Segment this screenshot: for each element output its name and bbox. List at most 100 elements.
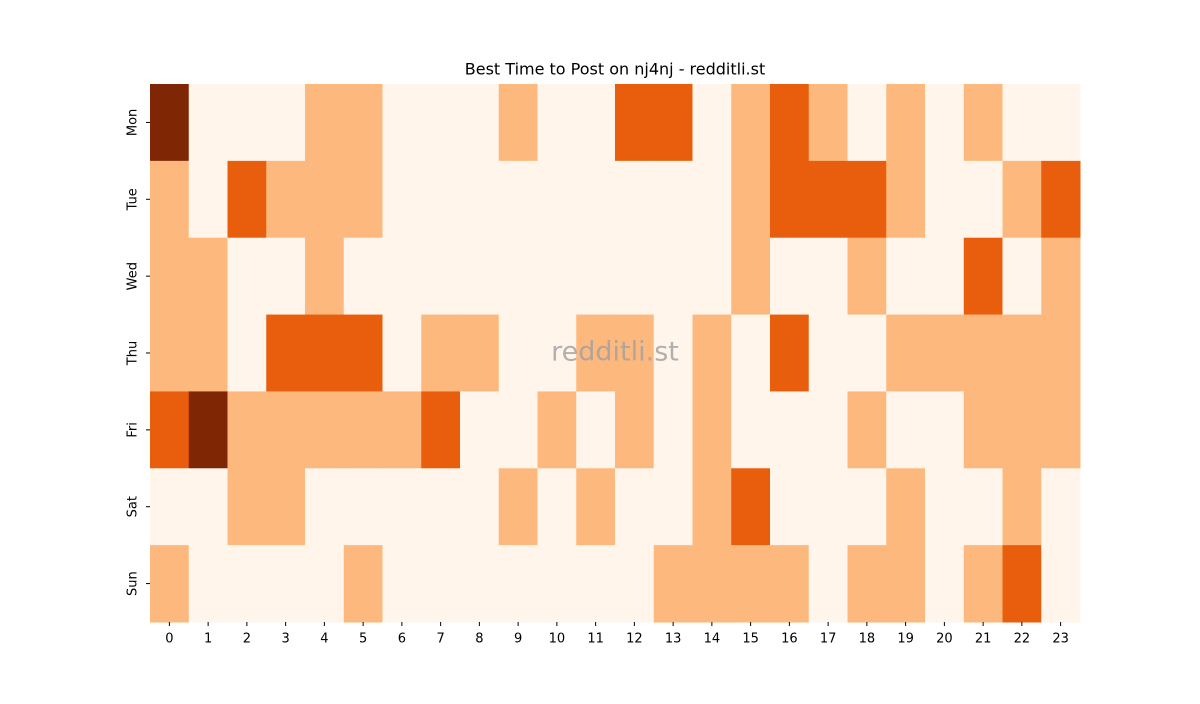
heatmap-cell (382, 84, 422, 162)
heatmap-cell (692, 314, 732, 392)
heatmap-cell (770, 237, 810, 316)
heatmap-cell (460, 468, 500, 546)
heatmap-cell (421, 545, 461, 623)
heatmap-cell (1041, 314, 1081, 392)
heatmap-cell (498, 160, 538, 239)
heatmap-cell (615, 391, 655, 469)
x-tick-label: 2 (243, 632, 251, 647)
heatmap-cell (963, 237, 1003, 316)
x-tick-label: 23 (1052, 632, 1069, 647)
heatmap-cell (653, 160, 693, 239)
heatmap-cell (305, 545, 345, 623)
heatmap-cell (227, 84, 267, 162)
heatmap-cell (150, 237, 190, 316)
heatmap-cell (963, 468, 1003, 546)
heatmap-cell (963, 160, 1003, 239)
heatmap-cell (692, 468, 732, 546)
heatmap-cell (382, 545, 422, 623)
heatmap-cell (1041, 391, 1081, 469)
heatmap-cell (188, 160, 228, 239)
heatmap-cell (537, 545, 577, 623)
y-tick-label: Fri (126, 422, 141, 438)
heatmap-cell (382, 314, 422, 392)
heatmap-cell (653, 545, 693, 623)
heatmap-cell (615, 160, 655, 239)
heatmap-cell (1002, 84, 1042, 162)
heatmap-cell (847, 391, 887, 469)
heatmap-cell (460, 391, 500, 469)
heatmap-cell (266, 314, 306, 392)
heatmap-cell (537, 84, 577, 162)
heatmap-cell (808, 391, 848, 469)
y-tick-label: Thu (126, 341, 141, 366)
heatmap-cell (963, 391, 1003, 469)
heatmap-cell (615, 84, 655, 162)
heatmap-cell (653, 84, 693, 162)
heatmap-cell (305, 314, 345, 392)
heatmap-cell (188, 84, 228, 162)
heatmap-cell (460, 160, 500, 239)
heatmap-cell (150, 84, 190, 162)
x-tick-label: 1 (204, 632, 212, 647)
heatmap-cell (266, 237, 306, 316)
heatmap-cell (963, 545, 1003, 623)
heatmap-cell (808, 314, 848, 392)
x-tick-label: 8 (475, 632, 483, 647)
y-tick-label: Sun (126, 571, 141, 596)
heatmap-cell (808, 160, 848, 239)
heatmap-cell (460, 84, 500, 162)
heatmap-cell (188, 237, 228, 316)
heatmap-cell (886, 468, 926, 546)
heatmap-cell (150, 545, 190, 623)
heatmap-cell (498, 468, 538, 546)
heatmap-cell (498, 237, 538, 316)
heatmap-cell (847, 237, 887, 316)
heatmap-cell (615, 468, 655, 546)
heatmap-cell (343, 545, 383, 623)
heatmap-cell (537, 468, 577, 546)
x-tick-label: 0 (165, 632, 173, 647)
heatmap-cell (421, 391, 461, 469)
heatmap-cell (925, 160, 965, 239)
heatmap-cell (150, 391, 190, 469)
y-tick-label: Sat (126, 496, 141, 517)
heatmap-cell (886, 545, 926, 623)
heatmap-cell (305, 84, 345, 162)
heatmap-cell (615, 545, 655, 623)
x-tick-label: 19 (897, 632, 914, 647)
heatmap-cell (1002, 391, 1042, 469)
heatmap-cell (847, 84, 887, 162)
heatmap-cell (1041, 84, 1081, 162)
heatmap-cell (692, 237, 732, 316)
heatmap-cell (188, 468, 228, 546)
heatmap-cell (770, 314, 810, 392)
x-tick-label: 22 (1014, 632, 1031, 647)
heatmap-cell (421, 160, 461, 239)
heatmap-cell (731, 314, 771, 392)
heatmap-cell (576, 84, 616, 162)
heatmap-cell (886, 84, 926, 162)
heatmap-cell (731, 84, 771, 162)
heatmap-cell (266, 84, 306, 162)
x-tick-label: 20 (936, 632, 953, 647)
heatmap-cell (886, 160, 926, 239)
x-tick-label: 15 (742, 632, 759, 647)
heatmap-cell (576, 237, 616, 316)
heatmap-cell (886, 314, 926, 392)
heatmap-cell (1041, 468, 1081, 546)
heatmap-cell (460, 545, 500, 623)
heatmap-cell (227, 160, 267, 239)
heatmap-cell (537, 160, 577, 239)
heatmap-cell (576, 391, 616, 469)
heatmap-cell (770, 84, 810, 162)
heatmap-cell (1002, 468, 1042, 546)
x-tick-label: 21 (975, 632, 992, 647)
y-tick-label: Tue (126, 188, 141, 211)
x-tick-label: 11 (587, 632, 604, 647)
heatmap-cell (847, 160, 887, 239)
heatmap-cell (925, 237, 965, 316)
x-tick-label: 4 (320, 632, 328, 647)
heatmap-cell (1002, 545, 1042, 623)
heatmap-cell (227, 391, 267, 469)
heatmap-cell (150, 468, 190, 546)
